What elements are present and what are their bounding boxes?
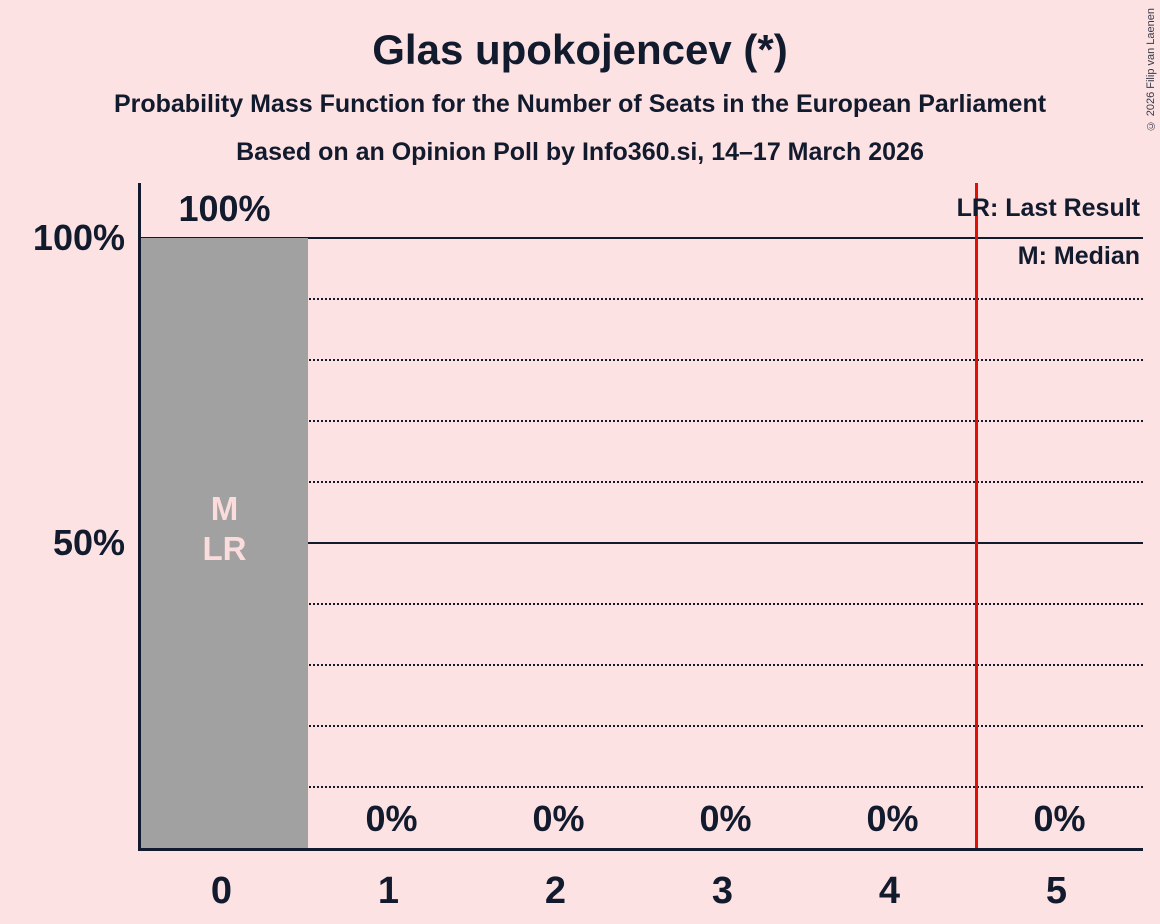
- gridline-30: [141, 664, 1143, 666]
- chart-subtitle-poll: Based on an Opinion Poll by Info360.si, …: [236, 138, 924, 166]
- xtick-4: 4: [878, 870, 901, 912]
- chart-title: Glas upokojencev (*): [372, 26, 788, 73]
- legend: LR: Last Result M: Median: [957, 184, 1140, 280]
- gridline-90: [141, 298, 1143, 300]
- xtick-3: 3: [711, 870, 734, 912]
- chart-subtitle: Probability Mass Function for the Number…: [113, 90, 1047, 118]
- plot-area: 100% 0% 0% 0% 0% 0% M LR: [138, 183, 1143, 851]
- xtick-1: 1: [377, 870, 400, 912]
- legend-median: M: Median: [1017, 242, 1140, 270]
- legend-last-result: LR: Last Result: [956, 194, 1140, 222]
- gridline-50: [141, 542, 1143, 544]
- value-label-1: 0%: [365, 798, 418, 839]
- value-label-3: 0%: [699, 798, 752, 839]
- value-label-2: 0%: [532, 798, 585, 839]
- xtick-5: 5: [1045, 870, 1068, 912]
- gridline-70: [141, 420, 1143, 422]
- bar-seats-0: [141, 238, 308, 848]
- gridline-80: [141, 359, 1143, 361]
- gridline-20: [141, 725, 1143, 727]
- xtick-0: 0: [210, 870, 233, 912]
- median-last-result-marker: M LR: [202, 490, 247, 567]
- last-result-line: [974, 183, 978, 848]
- xtick-2: 2: [544, 870, 567, 912]
- value-label-5: 0%: [1033, 798, 1086, 839]
- gridline-10: [141, 786, 1143, 788]
- gridline-100: [141, 237, 1143, 239]
- gridline-40: [141, 603, 1143, 605]
- ytick-50%: 50%: [52, 522, 125, 563]
- ytick-100%: 100%: [32, 217, 125, 258]
- value-label-0: 100%: [178, 188, 271, 229]
- gridline-60: [141, 481, 1143, 483]
- value-label-4: 0%: [866, 798, 919, 839]
